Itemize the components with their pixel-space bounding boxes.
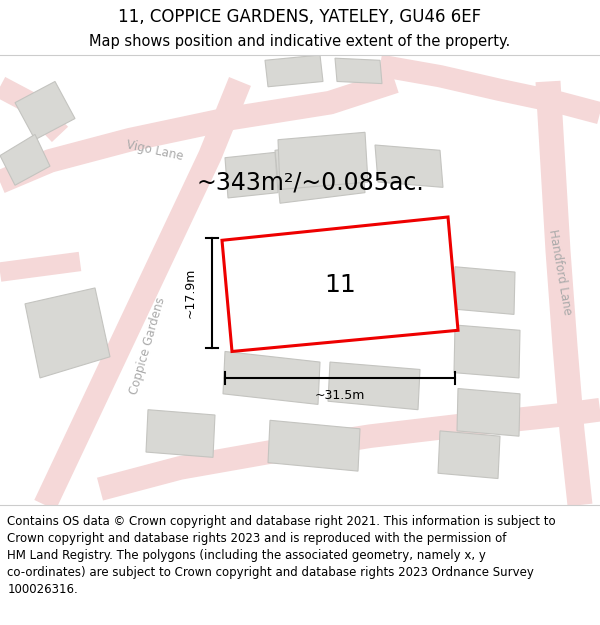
Text: Map shows position and indicative extent of the property.: Map shows position and indicative extent… (89, 34, 511, 49)
Text: Contains OS data © Crown copyright and database right 2021. This information is : Contains OS data © Crown copyright and d… (7, 514, 556, 596)
Polygon shape (375, 145, 443, 188)
Polygon shape (265, 55, 323, 87)
Text: ~17.9m: ~17.9m (184, 268, 197, 318)
Polygon shape (438, 431, 500, 479)
Polygon shape (268, 420, 360, 471)
Text: ~31.5m: ~31.5m (315, 389, 365, 402)
Text: 11, COPPICE GARDENS, YATELEY, GU46 6EF: 11, COPPICE GARDENS, YATELEY, GU46 6EF (118, 8, 482, 26)
Text: Vigo Lane: Vigo Lane (125, 138, 185, 162)
Polygon shape (0, 134, 50, 185)
Polygon shape (15, 81, 75, 140)
Polygon shape (225, 152, 278, 198)
Polygon shape (328, 362, 420, 410)
Polygon shape (335, 58, 382, 84)
Text: ~343m²/~0.085ac.: ~343m²/~0.085ac. (196, 170, 424, 194)
Polygon shape (25, 288, 110, 378)
Text: Handford Lane: Handford Lane (546, 228, 574, 316)
Polygon shape (275, 140, 365, 203)
Text: Coppice Gardens: Coppice Gardens (128, 296, 168, 396)
Polygon shape (222, 217, 458, 351)
Polygon shape (146, 410, 215, 458)
Text: 11: 11 (324, 272, 356, 297)
Polygon shape (278, 132, 368, 189)
Polygon shape (454, 325, 520, 378)
Polygon shape (454, 267, 515, 314)
Polygon shape (457, 389, 520, 436)
Polygon shape (223, 351, 320, 404)
